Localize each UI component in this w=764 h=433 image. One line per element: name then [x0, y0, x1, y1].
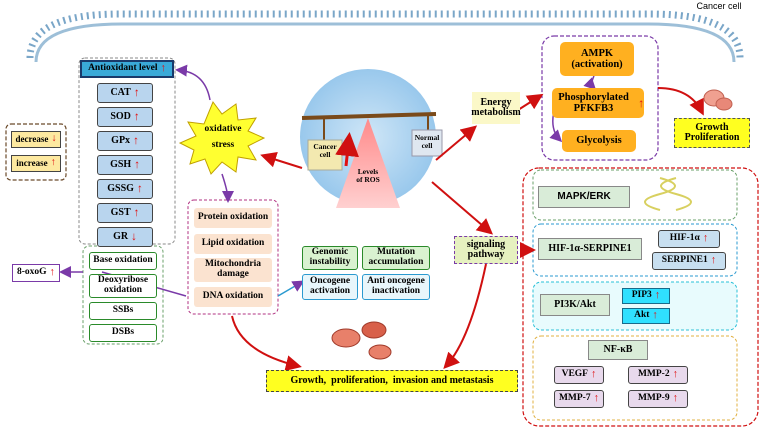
pip3-box: PIP3	[622, 288, 670, 304]
hif-serpine1-pathway: HIF-1α-SERPINE1	[538, 238, 642, 260]
dna-oxidation: DNA oxidation	[194, 287, 272, 307]
genomic-instability: Genomic instability	[302, 246, 358, 270]
cancer-cell-text: Cancer cell	[313, 142, 337, 160]
energy-metabolism: Energy metabolism	[471, 92, 521, 124]
growth-proliferation-box: Growth Proliferation	[674, 118, 750, 148]
nfkb-panel	[532, 335, 738, 421]
mutation-accumulation: Mutation accumulation	[362, 246, 430, 270]
legend-panel	[5, 123, 67, 181]
growth-cells-icon	[703, 89, 733, 111]
dna-damage-panel	[82, 245, 164, 345]
normal-cell-weight	[411, 129, 443, 157]
normal-cell-text: Normal cell	[414, 133, 440, 151]
akt-box: Akt	[622, 308, 670, 324]
cancer-cells-icon	[331, 321, 392, 360]
oxidative-stress-label: oxidative stress	[204, 124, 242, 151]
antioxidant-panel	[78, 57, 176, 245]
mapk-erk: MAPK/ERK	[538, 186, 630, 208]
hif1a-box: HIF-1α	[658, 230, 720, 248]
oxidative-stress-star	[178, 100, 266, 175]
legend-decrease: decrease	[11, 131, 61, 148]
antioxidant-item-gpx: GPx	[97, 131, 153, 151]
signaling-pathway: signaling pathway	[454, 236, 518, 264]
antioxidant-item-cat: CAT	[97, 83, 153, 103]
cancer-cell-label: Cancer cell	[696, 1, 742, 11]
mmp2-box: MMP-2	[628, 366, 688, 384]
ros-label: Levels of ROS	[356, 167, 380, 185]
cell-membrane	[26, 10, 744, 63]
dsbs: DSBs	[89, 324, 157, 342]
cancer-up-arrow	[335, 132, 360, 167]
mapk-panel	[532, 169, 738, 221]
antioxidant-item-gst: GST	[97, 203, 153, 223]
ros-triangle	[336, 118, 400, 208]
nf-kb: NF-κB	[588, 340, 648, 360]
deoxyribose-oxidation: Deoxyribose oxidation	[89, 274, 157, 298]
outcome-box: Growth, proliferation, invasion and meta…	[266, 370, 518, 392]
glycolysis: Glycolysis	[562, 130, 636, 152]
anti-oncogene-inactivation: Anti oncogene inactivation	[362, 274, 430, 300]
mmp9-box: MMP-9	[628, 390, 688, 408]
oxidation-panel	[187, 199, 279, 315]
antioxidant-item-gsh: GSH	[97, 155, 153, 175]
antioxidant-item-gssg: GSSG	[97, 179, 153, 199]
antioxidant-item-sod: SOD	[97, 107, 153, 127]
ssbs: SSBs	[89, 302, 157, 320]
vegf-box: VEGF	[554, 366, 604, 384]
lipid-oxidation: Lipid oxidation	[194, 234, 272, 254]
oncogene-activation: Oncogene activation	[302, 274, 358, 300]
legend-increase: increase	[11, 155, 61, 172]
signaling-panel	[522, 167, 759, 427]
ampk-activation: AMPK (activation)	[560, 42, 634, 76]
antioxidant-header: Antioxidant level	[80, 60, 174, 78]
mmp7-box: MMP-7	[554, 390, 604, 408]
protein-oxidation: Protein oxidation	[194, 208, 272, 228]
dna-helix-icon	[644, 177, 692, 211]
pi3k-akt: PI3K/Akt	[540, 294, 610, 316]
phosphorylated-pfkfb3: Phosphorylated PFKFB3	[552, 88, 644, 118]
base-oxidation: Base oxidation	[89, 252, 157, 270]
mitochondria-damage: Mitochondria damage	[194, 258, 272, 282]
oxog-box: 8-oxoG	[12, 264, 60, 282]
serpine1-box: SERPINE1	[652, 252, 726, 270]
scale-beam	[301, 112, 437, 120]
antioxidant-item-gr: GR	[97, 227, 153, 247]
